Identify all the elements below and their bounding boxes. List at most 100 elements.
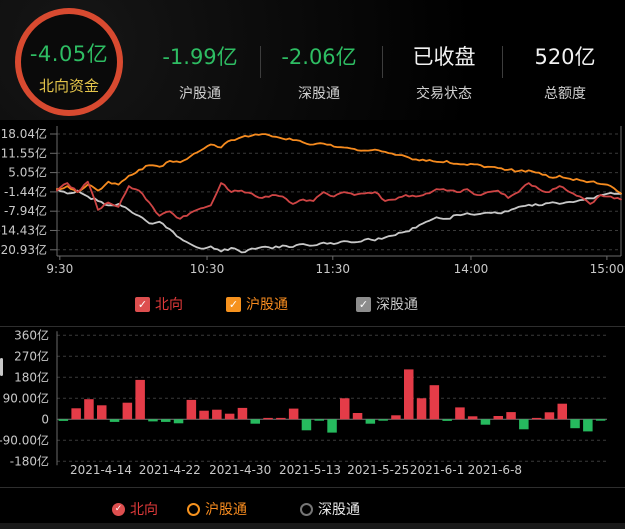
total-quota-label: 总额度	[544, 86, 586, 102]
x-axis-label: 9:30	[46, 262, 73, 276]
y-axis-label: -7.94亿	[4, 203, 47, 218]
daily-flow-bar[interactable]	[263, 417, 273, 420]
northbound-total-badge[interactable]: -4.05亿 北向资金	[15, 8, 123, 116]
daily-flow-bar[interactable]	[340, 398, 350, 420]
daily-flow-bar[interactable]	[58, 419, 69, 421]
daily-flow-bar[interactable]	[122, 402, 133, 420]
radio-selected-icon: ✓	[112, 502, 125, 516]
date-label: 2021-6-8	[468, 463, 522, 477]
date-label: 2021-4-30	[209, 463, 271, 477]
daily-flow-bar[interactable]	[97, 405, 107, 420]
legend-label-north: 北向	[130, 502, 158, 518]
bar-chart-plot-area[interactable]	[57, 330, 607, 461]
daily-flow-bar[interactable]	[531, 417, 542, 420]
shenzhen-connect-value: -2.06亿	[281, 45, 357, 69]
y-axis-label: 360亿	[14, 327, 49, 342]
header: -4.05亿 北向资金 -1.99亿 沪股通 -2.06亿 深股通 已收盘 交易…	[0, 0, 625, 120]
daily-flow-bar[interactable]	[365, 419, 376, 424]
daily-flow-bar[interactable]	[480, 419, 491, 425]
y-axis-label: 180亿	[14, 369, 49, 384]
date-label: 2021-5-25	[347, 463, 409, 477]
radio-shanghai[interactable]: 沪股通	[187, 501, 247, 518]
x-axis-label: 14:00	[454, 262, 489, 276]
y-axis-label: 5.05亿	[8, 165, 47, 180]
daily-flow-bar[interactable]	[429, 385, 440, 420]
daily-flow-bar[interactable]	[109, 419, 120, 422]
daily-flow-bar[interactable]	[135, 379, 145, 420]
daily-flow-bar[interactable]	[148, 419, 158, 422]
header-col-shenzhen-connect: -2.06亿 深股通	[254, 44, 384, 103]
y-axis-label: -14.43亿	[0, 222, 47, 237]
x-axis-label: 11:30	[315, 262, 350, 276]
daily-flow-bar[interactable]	[404, 369, 414, 420]
y-axis-label: -180亿	[10, 453, 49, 468]
daily-flow-bar[interactable]	[442, 419, 452, 421]
header-divider	[260, 46, 261, 78]
total-quota-value: 520亿	[534, 45, 596, 69]
daily-flow-bar[interactable]	[288, 408, 299, 420]
checkbox-checked-icon: ✓	[135, 296, 150, 312]
checkbox-checked-icon: ✓	[356, 296, 371, 312]
y-axis-label: 18.04亿	[1, 126, 47, 141]
line-series-0	[56, 188, 622, 254]
legend-toggle-shanghai[interactable]: ✓ 沪股通	[226, 296, 288, 313]
line-chart-plot-area[interactable]	[57, 126, 621, 256]
daily-flow-bar[interactable]	[199, 410, 209, 420]
daily-flow-bar[interactable]	[301, 419, 312, 431]
daily-flow-bar[interactable]	[557, 403, 568, 420]
daily-flow-bar[interactable]	[416, 398, 427, 420]
daily-flow-bar[interactable]	[378, 419, 388, 421]
line-series-1	[56, 133, 622, 195]
legend-label-shenzhen: 深股通	[376, 297, 418, 313]
y-axis-label: 90.00亿	[3, 390, 49, 405]
daily-flow-bar[interactable]	[455, 407, 465, 420]
scrollbar-thumb[interactable]	[0, 358, 3, 376]
x-axis-label: 15:00	[590, 262, 625, 276]
y-axis-label: -1.44亿	[4, 184, 47, 199]
daily-flow-bar[interactable]	[506, 412, 516, 420]
daily-flow-bar[interactable]	[224, 413, 235, 420]
daily-flow-bar[interactable]	[84, 399, 94, 420]
trading-status-label: 交易状态	[416, 86, 472, 102]
trading-status-value: 已收盘	[412, 45, 476, 69]
radio-north[interactable]: ✓ 北向	[112, 501, 158, 518]
daily-flow-bar[interactable]	[186, 399, 197, 420]
checkbox-checked-icon: ✓	[226, 296, 241, 312]
legend-label-shanghai: 沪股通	[246, 297, 288, 313]
y-axis-label: -90.00亿	[0, 432, 49, 447]
date-label: 2021-4-14	[70, 463, 132, 477]
daily-flow-bar[interactable]	[467, 416, 478, 420]
daily-flow-bar[interactable]	[327, 419, 337, 433]
legend-toggle-north[interactable]: ✓ 北向	[135, 296, 183, 313]
daily-flow-bar[interactable]	[173, 419, 184, 424]
daily-flow-bar[interactable]	[71, 408, 81, 420]
daily-flow-bar[interactable]	[237, 407, 248, 420]
daily-flow-bar[interactable]	[544, 412, 555, 420]
y-axis-label: 11.55亿	[1, 145, 47, 160]
daily-flow-bar[interactable]	[212, 409, 222, 420]
daily-flow-bar[interactable]	[161, 419, 171, 422]
line-series-2	[56, 180, 622, 220]
header-divider	[382, 46, 383, 78]
daily-flow-bar[interactable]	[314, 419, 325, 421]
date-label: 2021-6-1	[410, 463, 464, 477]
y-axis-label: 0	[41, 412, 49, 426]
daily-flow-bar[interactable]	[570, 419, 580, 429]
daily-flow-bar[interactable]	[352, 413, 363, 420]
shanghai-connect-label: 沪股通	[179, 86, 221, 102]
y-axis-label: 270亿	[14, 348, 49, 363]
daily-flow-bar[interactable]	[276, 417, 286, 420]
daily-flow-bar[interactable]	[519, 419, 529, 430]
legend-toggle-shenzhen[interactable]: ✓ 深股通	[356, 296, 418, 313]
legend-label-shenzhen: 深股通	[318, 502, 360, 518]
daily-flow-bar[interactable]	[391, 415, 401, 420]
daily-flow-bar[interactable]	[493, 416, 504, 420]
daily-flow-bar[interactable]	[595, 419, 606, 421]
daily-flow-bar[interactable]	[583, 419, 593, 432]
legend-label-north: 北向	[155, 297, 183, 313]
daily-flow-bar[interactable]	[250, 419, 261, 424]
legend-label-shanghai: 沪股通	[205, 502, 247, 518]
radio-shenzhen[interactable]: 深股通	[300, 501, 360, 518]
